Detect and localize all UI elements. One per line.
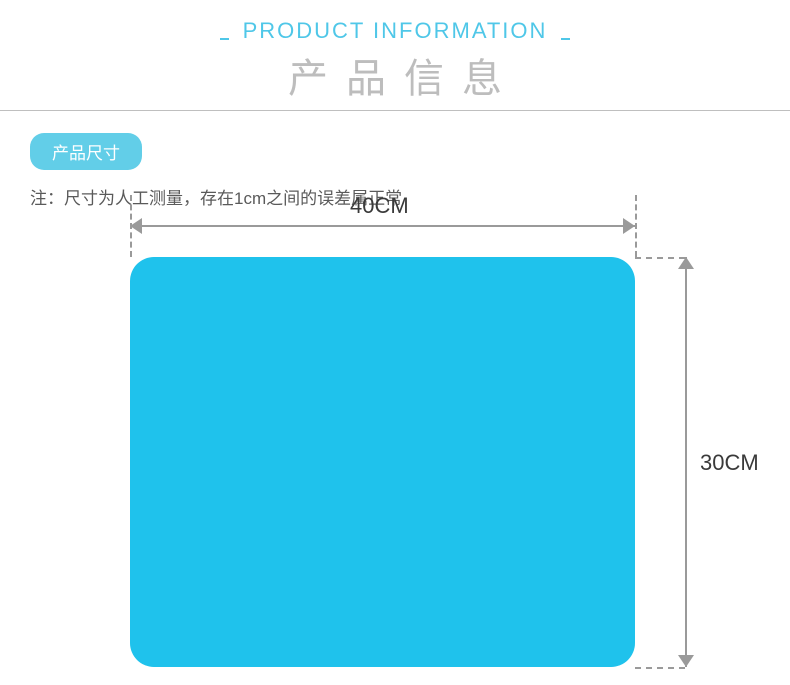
section-tag: 产品尺寸 — [30, 133, 142, 170]
dimension-diagram: 40CM 30CM — [130, 195, 770, 685]
header-divider — [0, 110, 790, 111]
width-label: 40CM — [350, 193, 409, 219]
guide-height-line — [685, 257, 687, 667]
arrow-down-icon — [678, 655, 694, 667]
guide-vdash-right — [635, 195, 637, 257]
arrow-left-icon — [130, 218, 142, 234]
header-title-cn: 产品信息 — [0, 46, 790, 104]
header-title-en: PRODUCT INFORMATION — [229, 18, 562, 44]
product-rectangle — [130, 257, 635, 667]
header: PRODUCT INFORMATION 产品信息 — [0, 0, 790, 104]
guide-hdash-bottom — [635, 667, 685, 669]
guide-width-line — [130, 225, 635, 227]
height-label: 30CM — [700, 450, 759, 476]
arrow-up-icon — [678, 257, 694, 269]
arrow-right-icon — [623, 218, 635, 234]
